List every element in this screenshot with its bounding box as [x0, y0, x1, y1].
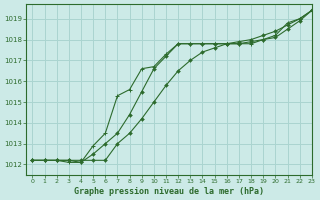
X-axis label: Graphe pression niveau de la mer (hPa): Graphe pression niveau de la mer (hPa) [74, 187, 264, 196]
